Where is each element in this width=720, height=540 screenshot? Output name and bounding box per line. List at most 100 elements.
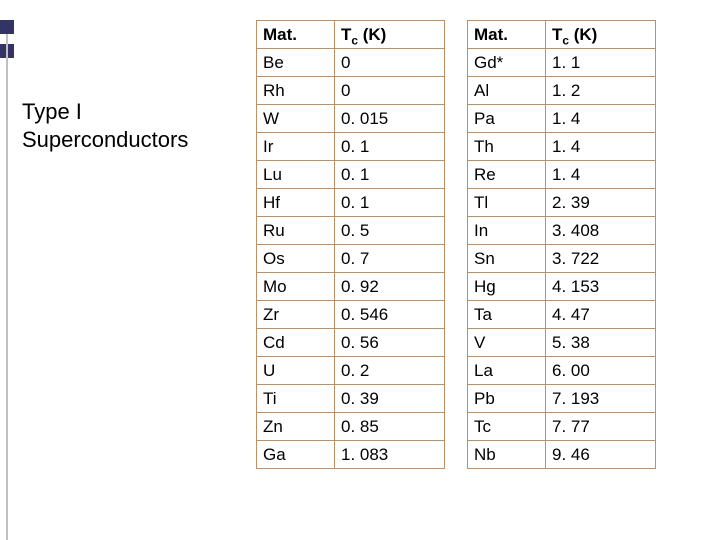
table-row: Ir0. 1 [257, 133, 445, 161]
cell-material: Rh [257, 77, 335, 105]
cell-material: Lu [257, 161, 335, 189]
cell-tc: 0. 2 [335, 357, 445, 385]
table-row: La6. 00 [468, 357, 656, 385]
cell-material: Ir [257, 133, 335, 161]
cell-tc: 5. 38 [546, 329, 656, 357]
cell-tc: 1. 083 [335, 441, 445, 469]
cell-tc: 1. 1 [546, 49, 656, 77]
table-row: Pa1. 4 [468, 105, 656, 133]
cell-material: Sn [468, 245, 546, 273]
superconductors-table-1: Mat.Tc (K)Be0Rh0W0. 015Ir0. 1Lu0. 1Hf0. … [256, 20, 445, 469]
cell-tc: 0 [335, 77, 445, 105]
table-row: Hg4. 153 [468, 273, 656, 301]
accent-bar [6, 34, 8, 540]
column-header-material: Mat. [257, 21, 335, 49]
cell-material: Hf [257, 189, 335, 217]
cell-material: Pa [468, 105, 546, 133]
cell-tc: 0. 1 [335, 189, 445, 217]
cell-material: Hg [468, 273, 546, 301]
slide-accent [0, 0, 14, 540]
cell-material: Nb [468, 441, 546, 469]
table-row: Th1. 4 [468, 133, 656, 161]
table-row: Tl2. 39 [468, 189, 656, 217]
cell-material: Ti [257, 385, 335, 413]
table-row: Ta4. 47 [468, 301, 656, 329]
table-row: Re1. 4 [468, 161, 656, 189]
table-row: Ru0. 5 [257, 217, 445, 245]
cell-tc: 0. 015 [335, 105, 445, 133]
cell-material: Be [257, 49, 335, 77]
table-row: U0. 2 [257, 357, 445, 385]
cell-material: Zn [257, 413, 335, 441]
cell-material: W [257, 105, 335, 133]
cell-material: Cd [257, 329, 335, 357]
cell-material: Ta [468, 301, 546, 329]
table-row: Zr0. 546 [257, 301, 445, 329]
cell-tc: 2. 39 [546, 189, 656, 217]
cell-tc: 0. 85 [335, 413, 445, 441]
table-row: Os0. 7 [257, 245, 445, 273]
column-header-tc: Tc (K) [546, 21, 656, 49]
cell-tc: 6. 00 [546, 357, 656, 385]
table-row: Ti0. 39 [257, 385, 445, 413]
cell-tc: 9. 46 [546, 441, 656, 469]
cell-material: Tc [468, 413, 546, 441]
title-line-1: Type I [22, 99, 82, 124]
title-line-2: Superconductors [22, 127, 188, 152]
cell-tc: 0. 1 [335, 133, 445, 161]
cell-material: U [257, 357, 335, 385]
page-title: Type I Superconductors [22, 98, 188, 153]
cell-tc: 7. 193 [546, 385, 656, 413]
table-row: Nb9. 46 [468, 441, 656, 469]
cell-material: Tl [468, 189, 546, 217]
column-header-material: Mat. [468, 21, 546, 49]
table-row: Al1. 2 [468, 77, 656, 105]
cell-material: Zr [257, 301, 335, 329]
cell-tc: 7. 77 [546, 413, 656, 441]
table-row: Gd*1. 1 [468, 49, 656, 77]
cell-tc: 0 [335, 49, 445, 77]
cell-material: Re [468, 161, 546, 189]
table-row: Hf0. 1 [257, 189, 445, 217]
cell-tc: 0. 7 [335, 245, 445, 273]
cell-material: Pb [468, 385, 546, 413]
cell-tc: 1. 4 [546, 161, 656, 189]
cell-material: Al [468, 77, 546, 105]
cell-material: Gd* [468, 49, 546, 77]
cell-material: Os [257, 245, 335, 273]
tables-container: Mat.Tc (K)Be0Rh0W0. 015Ir0. 1Lu0. 1Hf0. … [256, 20, 656, 469]
table-row: V5. 38 [468, 329, 656, 357]
cell-material: Mo [257, 273, 335, 301]
accent-square-top [0, 20, 14, 34]
cell-tc: 0. 5 [335, 217, 445, 245]
column-header-tc: Tc (K) [335, 21, 445, 49]
cell-tc: 0. 546 [335, 301, 445, 329]
table-row: Lu0. 1 [257, 161, 445, 189]
table-row: Tc7. 77 [468, 413, 656, 441]
cell-material: Ga [257, 441, 335, 469]
table-row: Zn0. 85 [257, 413, 445, 441]
cell-material: Ru [257, 217, 335, 245]
cell-material: V [468, 329, 546, 357]
cell-tc: 3. 722 [546, 245, 656, 273]
table-row: In3. 408 [468, 217, 656, 245]
cell-tc: 1. 4 [546, 133, 656, 161]
cell-material: La [468, 357, 546, 385]
cell-material: Th [468, 133, 546, 161]
table-row: Ga1. 083 [257, 441, 445, 469]
cell-tc: 1. 2 [546, 77, 656, 105]
table-row: Pb7. 193 [468, 385, 656, 413]
cell-tc: 4. 47 [546, 301, 656, 329]
cell-tc: 0. 56 [335, 329, 445, 357]
table-row: W0. 015 [257, 105, 445, 133]
cell-tc: 0. 92 [335, 273, 445, 301]
table-row: Mo0. 92 [257, 273, 445, 301]
table-row: Be0 [257, 49, 445, 77]
table-row: Sn3. 722 [468, 245, 656, 273]
cell-tc: 3. 408 [546, 217, 656, 245]
cell-tc: 4. 153 [546, 273, 656, 301]
superconductors-table-2: Mat.Tc (K)Gd*1. 1Al1. 2Pa1. 4Th1. 4Re1. … [467, 20, 656, 469]
cell-tc: 0. 1 [335, 161, 445, 189]
table-row: Cd0. 56 [257, 329, 445, 357]
cell-tc: 0. 39 [335, 385, 445, 413]
